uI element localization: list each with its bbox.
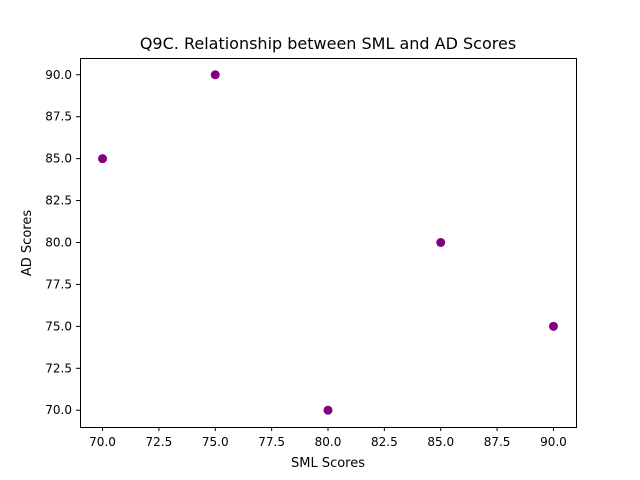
y-tick-label: 77.5	[45, 277, 72, 291]
x-tick-label: 85.0	[427, 435, 454, 449]
y-tick-label: 70.0	[45, 403, 72, 417]
data-point	[323, 405, 333, 415]
data-point	[98, 154, 108, 164]
x-tick-label: 72.5	[146, 435, 173, 449]
y-tick-label: 90.0	[45, 68, 72, 82]
y-tick-label: 82.5	[45, 194, 72, 208]
x-axis-ticks: 70.0 72.5 75.0 77.5 80.0 82.5 85.0 87.5 90.0	[89, 427, 567, 449]
x-tick-label: 77.5	[258, 435, 285, 449]
chart-title: Q9C. Relationship between SML and AD Sco…	[140, 34, 516, 53]
data-points	[98, 70, 558, 415]
data-point	[436, 238, 446, 247]
data-point	[210, 70, 220, 80]
plot-area-frame	[80, 58, 577, 428]
y-tick-label: 72.5	[45, 361, 72, 375]
y-tick-label: 80.0	[45, 236, 72, 250]
x-tick-label: 80.0	[315, 435, 342, 449]
x-tick-label: 87.5	[484, 435, 511, 449]
x-tick-label: 75.0	[202, 435, 229, 449]
x-tick-label: 70.0	[89, 435, 116, 449]
y-axis-label: AD Scores	[20, 210, 35, 276]
x-tick-label: 82.5	[371, 435, 398, 449]
y-tick-label: 87.5	[45, 110, 72, 124]
y-tick-label: 85.0	[45, 152, 72, 166]
y-axis-ticks: 70.0 72.5 75.0 77.5 80.0 82.5 85.0 87.5 90.0	[45, 68, 80, 417]
x-axis-label: SML Scores	[291, 456, 365, 471]
y-tick-label: 75.0	[45, 319, 72, 333]
x-tick-label: 90.0	[540, 435, 567, 449]
data-point	[548, 321, 558, 331]
